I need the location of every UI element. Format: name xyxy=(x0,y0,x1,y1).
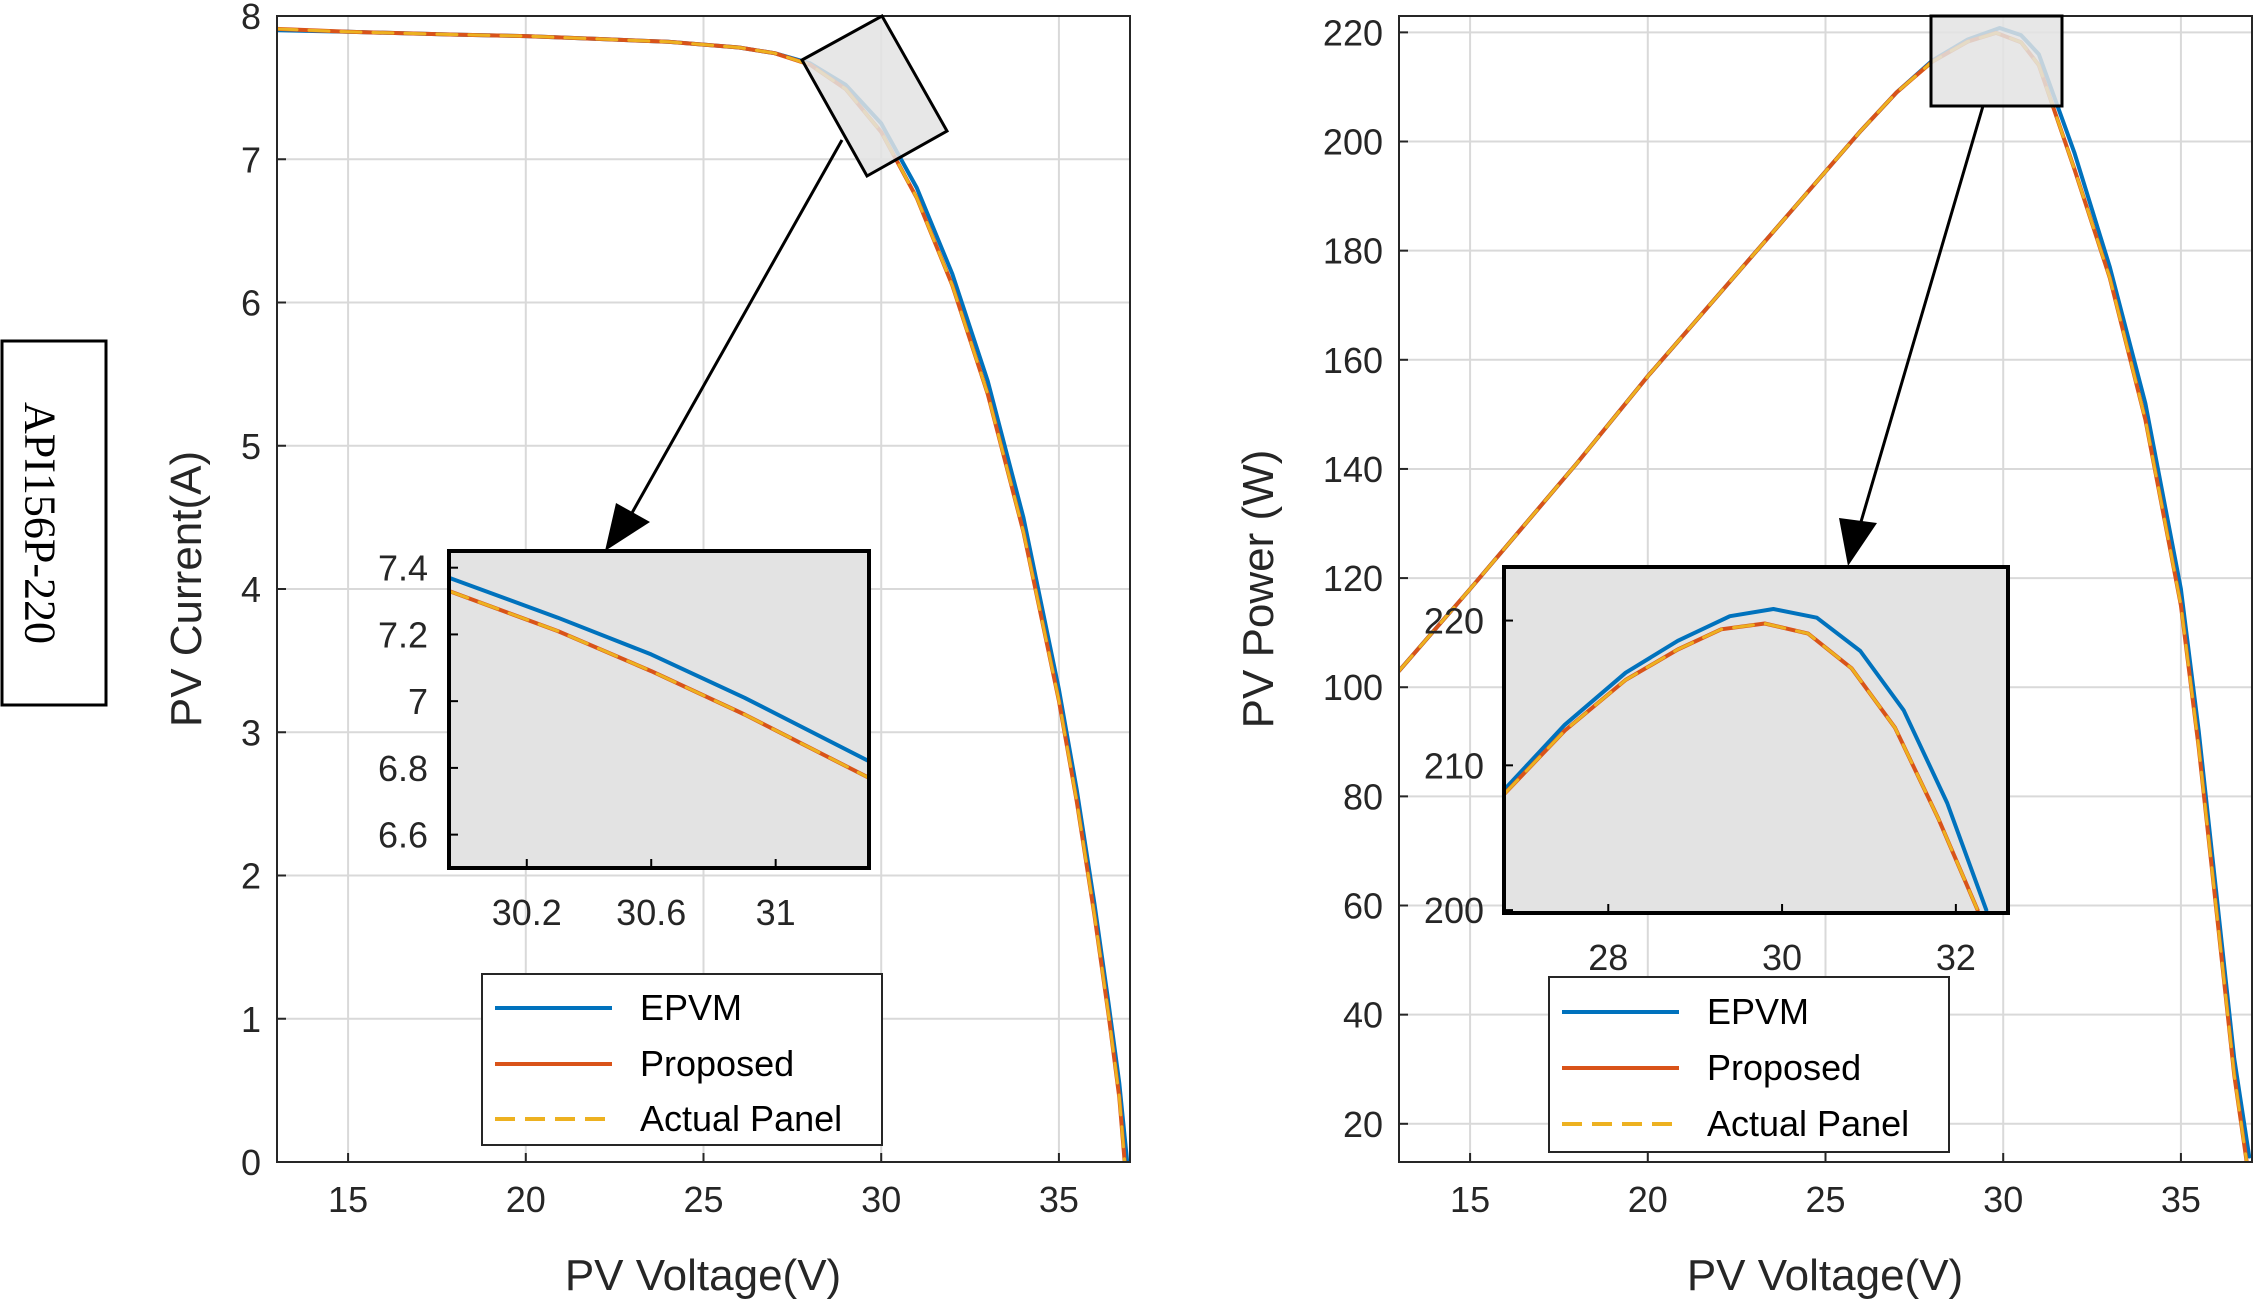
pv-legend-label-proposed: Proposed xyxy=(1707,1047,1861,1088)
iv-inset-series-actual-panel xyxy=(449,589,869,780)
iv-legend-label-proposed: Proposed xyxy=(640,1043,794,1084)
iv-ytick-label: 0 xyxy=(241,1142,261,1183)
pv-xlabel: PV Voltage(V) xyxy=(1687,1251,1963,1300)
iv-ticks: 15 20 25 30 35 0 1 2 3 4 5 6 7 8 xyxy=(241,0,1079,1220)
pv-inset-ytick-label: 220 xyxy=(1424,601,1484,642)
pv-zoom-arrow xyxy=(1856,105,1985,533)
iv-inset-xtick-label: 30.6 xyxy=(616,892,686,933)
pv-zoom-region xyxy=(1929,14,2064,108)
iv-xtick-label: 35 xyxy=(1039,1179,1079,1220)
pv-ticks: 15 20 25 30 35 20 40 60 80 100 120 140 160 180 200 220 xyxy=(1323,12,2201,1220)
iv-ytick-label: 8 xyxy=(241,0,261,37)
iv-xtick-label: 30 xyxy=(861,1179,901,1220)
pv-xtick-label: 35 xyxy=(2161,1179,2201,1220)
iv-chart: 15 20 25 30 35 0 1 2 3 4 5 6 7 8 PV Voltage(V) PV Cur… xyxy=(162,0,1131,1300)
iv-xlabel: PV Voltage(V) xyxy=(565,1251,841,1300)
iv-inset-ytick-label: 6.8 xyxy=(378,748,428,789)
iv-ytick-label: 6 xyxy=(241,283,261,324)
pv-inset-xtick-label: 32 xyxy=(1936,937,1976,978)
pv-ytick-label: 100 xyxy=(1323,667,1383,708)
iv-xtick-label: 15 xyxy=(328,1179,368,1220)
pv-ytick-label: 180 xyxy=(1323,231,1383,272)
iv-ytick-label: 3 xyxy=(241,712,261,753)
iv-xtick-label: 20 xyxy=(506,1179,546,1220)
iv-ytick-label: 2 xyxy=(241,856,261,897)
iv-inset-xtick-label: 31 xyxy=(756,892,796,933)
iv-zoom-arrow xyxy=(626,139,844,521)
pv-inset-series-actual-panel xyxy=(1504,622,1980,912)
pv-ytick-label: 80 xyxy=(1343,776,1383,817)
pv-ytick-label: 20 xyxy=(1343,1104,1383,1145)
iv-legend: EPVM Proposed Actual Panel xyxy=(481,973,883,1146)
pv-xtick-label: 30 xyxy=(1983,1179,2023,1220)
pv-inset-area xyxy=(1504,567,2008,913)
pv-legend-label-epvm: EPVM xyxy=(1707,991,1809,1032)
pv-ytick-label: 220 xyxy=(1323,12,1383,53)
pv-ytick-label: 140 xyxy=(1323,449,1383,490)
pv-inset-box xyxy=(1502,565,2010,915)
iv-inset: 30.2 30.6 31 6.6 6.8 7 7.2 7.4 xyxy=(378,548,871,933)
iv-legend-label-actual: Actual Panel xyxy=(640,1098,842,1139)
pv-chart: 15 20 25 30 3520406080100120140160180200220 … xyxy=(1234,12,2253,1300)
pv-zoom-arrowhead xyxy=(1839,518,1877,566)
iv-inset-ytick-label: 7 xyxy=(408,681,428,722)
iv-inset-ytick-label: 6.6 xyxy=(378,815,428,856)
pv-inset: 28 30 32 200 210 220 xyxy=(1424,565,2010,978)
iv-inset-ytick-label: 7.4 xyxy=(378,548,428,589)
pv-ytick-label: 60 xyxy=(1343,886,1383,927)
iv-inset-area xyxy=(449,551,869,868)
iv-inset-ticks: 30.2 30.6 31 6.6 6.8 7 7.2 7.4 xyxy=(378,548,796,933)
pv-xtick-label: 15 xyxy=(1450,1179,1490,1220)
iv-xtick-label: 25 xyxy=(683,1179,723,1220)
pv-legend: EPVM Proposed Actual Panel xyxy=(1548,976,1950,1153)
iv-zoom-arrowhead xyxy=(605,503,650,551)
pv-inset-ticks: 28 30 32 200 210 220 xyxy=(1424,601,1976,978)
pv-inset-ytick-label: 210 xyxy=(1424,745,1484,786)
iv-ytick-label: 4 xyxy=(241,569,261,610)
iv-ylabel: PV Current(A) xyxy=(162,451,211,727)
side-label-box: API156P-220 xyxy=(0,339,108,707)
pv-inset-series-epvm xyxy=(1504,607,1989,913)
iv-ytick-label: 7 xyxy=(241,139,261,180)
pv-inset-xtick-label: 28 xyxy=(1588,937,1628,978)
pv-xtick-label: 25 xyxy=(1805,1179,1845,1220)
pv-ytick-label: 160 xyxy=(1323,340,1383,381)
iv-inset-series-group xyxy=(449,575,869,780)
side-label: API156P-220 xyxy=(16,402,65,644)
pv-legend-box xyxy=(1548,976,1950,1153)
pv-inset-ytick-label: 200 xyxy=(1424,890,1484,931)
iv-inset-ytick-label: 7.2 xyxy=(378,614,428,655)
pv-inset-series-group xyxy=(1504,607,1989,913)
iv-ytick-label: 5 xyxy=(241,426,261,467)
iv-inset-series-epvm xyxy=(449,575,869,764)
iv-legend-label-epvm: EPVM xyxy=(640,987,742,1028)
pv-xtick-label: 20 xyxy=(1628,1179,1668,1220)
iv-ytick-label: 1 xyxy=(241,999,261,1040)
pv-ytick-label: 40 xyxy=(1343,995,1383,1036)
iv-zoom-region xyxy=(799,13,950,179)
pv-inset-xtick-label: 30 xyxy=(1762,937,1802,978)
iv-inset-xtick-label: 30.2 xyxy=(492,892,562,933)
iv-inset-box xyxy=(447,549,871,870)
iv-series-actual-panel xyxy=(277,27,1127,1162)
pv-ytick-label: 120 xyxy=(1323,558,1383,599)
pv-ylabel: PV Power (W) xyxy=(1234,450,1283,729)
iv-legend-box xyxy=(481,973,883,1146)
pv-legend-label-actual: Actual Panel xyxy=(1707,1103,1909,1144)
pv-ytick-label: 200 xyxy=(1323,122,1383,163)
